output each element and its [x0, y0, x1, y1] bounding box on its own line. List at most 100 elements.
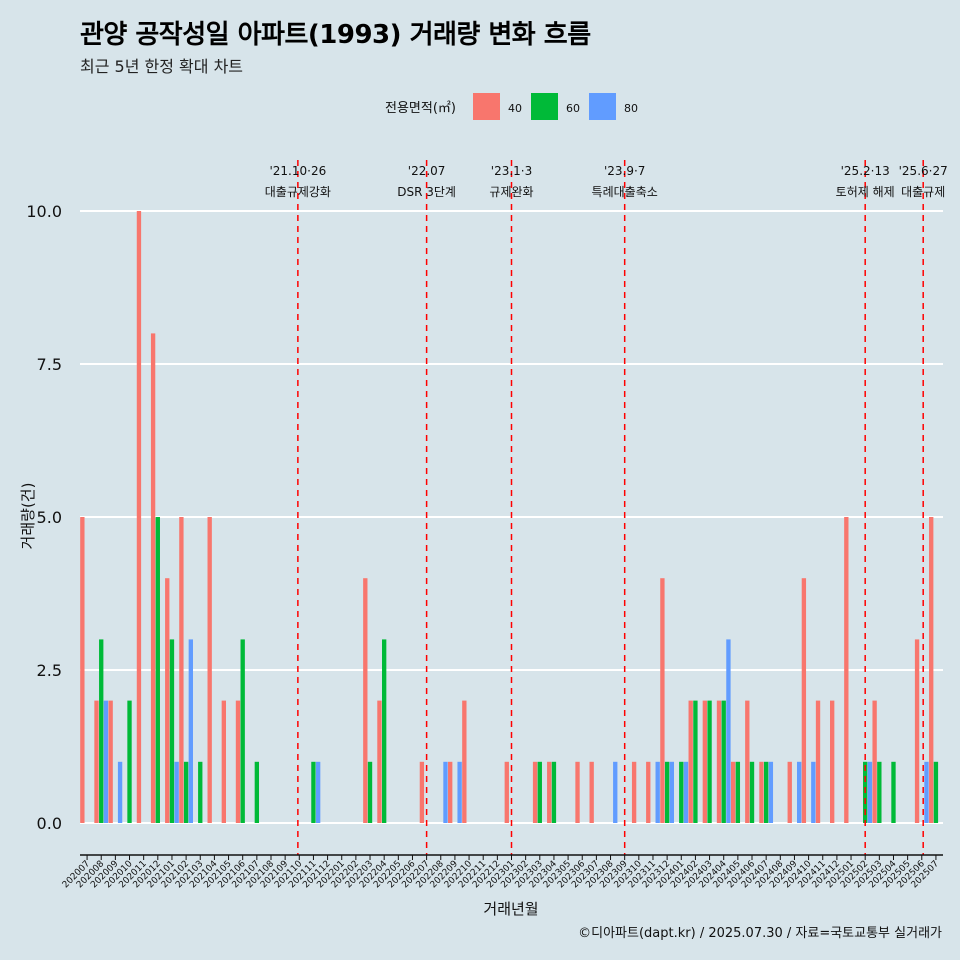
bar-40-202312: [660, 578, 665, 823]
bar-80-202404: [726, 639, 731, 823]
bar-80-202401: [683, 761, 689, 823]
bar-40-202105: [221, 700, 227, 823]
bar-40-202501: [844, 517, 849, 823]
bar-40-202405: [730, 761, 736, 823]
bar-60-202103: [198, 761, 203, 823]
bar-80-202312: [669, 761, 675, 823]
bar-40-202503: [872, 700, 877, 823]
bar-40-202410: [801, 578, 807, 823]
bar-60-202107: [254, 761, 260, 823]
bar-80-202208: [443, 761, 448, 823]
bar-40-202007: [80, 517, 85, 823]
legend-swatch-60: [531, 93, 558, 120]
event-date: '22.07: [408, 164, 446, 178]
bar-40-202310: [631, 761, 637, 823]
bar-40-202301: [504, 761, 509, 823]
bar-40-202306: [575, 761, 580, 823]
bar-60-202503: [877, 761, 882, 823]
legend-swatch-80: [589, 93, 616, 120]
bar-80-202410: [811, 761, 816, 823]
bar-60-202312: [664, 761, 670, 823]
bar-40-202009: [108, 700, 113, 823]
legend: 전용면적(㎡) 40 60 80: [385, 93, 638, 120]
y-tick-label: 2.5: [37, 661, 62, 680]
bar-60-202204: [382, 639, 387, 823]
bar-60-202507: [933, 761, 939, 823]
bar-60-202106: [240, 639, 245, 823]
x-axis: 2020072020082020092020102020112020122021…: [61, 854, 943, 890]
bar-40-202106: [235, 700, 241, 823]
bar-80-202308: [613, 761, 618, 823]
bar-40-202303: [532, 761, 538, 823]
y-axis: 0.0 2.5 5.0 7.5 10.0: [26, 202, 62, 833]
bar-40-202209: [448, 761, 453, 823]
bar-40-202104: [207, 517, 212, 823]
y-tick-label: 7.5: [37, 355, 62, 374]
event-label: DSR 3단계: [397, 185, 456, 199]
bar-60-202008: [99, 639, 104, 823]
bar-60-202405: [735, 761, 741, 823]
event-label: 규제완화: [489, 185, 533, 199]
bar-60-202012: [155, 517, 160, 823]
bar-80-202209: [457, 761, 462, 823]
bar-40-202204: [377, 700, 382, 823]
bar-40-202008: [94, 700, 99, 823]
legend-label-60: 60: [566, 102, 580, 115]
source-caption: ©디아파트(dapt.kr) / 2025.07.30 / 자료=국토교통부 실…: [578, 926, 942, 941]
bar-80-202009: [117, 761, 123, 823]
bar-40-202411: [815, 700, 821, 823]
bar-40-202210: [462, 700, 467, 823]
bar-60-202402: [693, 700, 698, 823]
bar-40-202412: [830, 700, 835, 823]
bar-60-202111: [311, 761, 316, 823]
bar-60-202407: [763, 761, 769, 823]
bar-40-202403: [702, 700, 708, 823]
chart-title: 관양 공작성일 아파트(1993) 거래량 변화 흐름: [80, 20, 591, 50]
legend-swatch-40: [473, 93, 500, 120]
bar-80-202102: [188, 639, 193, 823]
legend-title: 전용면적(㎡): [385, 101, 456, 116]
bar-40-202101: [165, 578, 170, 823]
bar-80-202101: [174, 761, 179, 823]
y-tick-label: 10.0: [26, 202, 62, 221]
bar-40-202409: [787, 761, 792, 823]
bar-40-202407: [759, 761, 764, 823]
y-tick-label: 5.0: [37, 508, 62, 527]
bar-60-202401: [679, 761, 684, 823]
bar-80-202506: [924, 761, 929, 823]
bar-80-202111: [315, 761, 321, 823]
event-label: 토허제 해제: [836, 185, 895, 199]
bar-60-202010: [127, 700, 132, 823]
bar-40-202406: [745, 700, 750, 823]
bar-80-202311: [655, 761, 660, 823]
y-tick-label: 0.0: [37, 814, 62, 833]
bar-40-202307: [589, 761, 594, 823]
y-axis-label: 거래량(건): [19, 483, 37, 550]
bar-60-202406: [749, 761, 755, 823]
event-label: 대출규제: [901, 185, 945, 199]
event-label: 특례대출축소: [592, 185, 658, 199]
bar-80-202502: [867, 761, 873, 823]
event-date: '25.6·27: [899, 164, 948, 178]
bar-60-202102: [183, 761, 189, 823]
event-date: '23.1·3: [491, 164, 532, 178]
bar-40-202203: [363, 578, 368, 823]
bar-40-202304: [547, 761, 552, 823]
bar-80-202407: [768, 761, 774, 823]
bars: [80, 211, 939, 823]
bar-40-202404: [716, 700, 722, 823]
bar-40-202506: [914, 639, 920, 823]
event-date: '21.10·26: [269, 164, 326, 178]
bar-60-202101: [169, 639, 175, 823]
bar-80-202008: [103, 700, 109, 823]
bar-40-202207: [419, 761, 425, 823]
legend-label-40: 40: [508, 102, 522, 115]
bar-60-202304: [551, 761, 557, 823]
chart-subtitle: 최근 5년 한정 확대 차트: [80, 57, 244, 76]
bar-60-202504: [891, 761, 896, 823]
bar-60-202403: [707, 700, 712, 823]
legend-label-80: 80: [624, 102, 638, 115]
bar-60-202203: [367, 761, 373, 823]
event-date: '23.9·7: [604, 164, 645, 178]
